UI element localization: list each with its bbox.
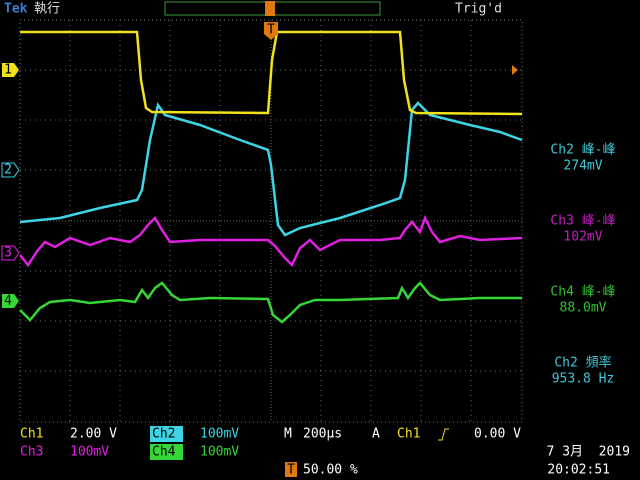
trigger-status: Trig'd <box>455 2 502 17</box>
measurement-value: 102mV <box>563 230 602 245</box>
ch3-waveform <box>19 214 523 268</box>
ch2-label: Ch2 <box>152 427 175 442</box>
run-state: 執行 <box>34 1 60 17</box>
ch1-marker <box>2 63 19 77</box>
ch1-label: Ch1 <box>20 427 43 442</box>
timebase-label: M <box>284 427 292 442</box>
trigger-source: Ch1 <box>397 427 420 442</box>
measurement-value: 88.0mV <box>560 301 607 316</box>
ch3-marker <box>1 245 20 261</box>
ch4-scale: 100mV <box>200 445 239 460</box>
ch4-label: Ch4 <box>152 445 176 460</box>
ch2-scale: 100mV <box>200 427 239 442</box>
ch2-marker <box>1 162 20 178</box>
trigger-marker-label: T <box>267 23 275 38</box>
trigger-position-top <box>265 1 275 16</box>
measurement-label: Ch3 峰-峰 <box>550 214 615 229</box>
ch4-waveform <box>19 281 522 324</box>
timebase-scale: 200µs <box>303 427 342 442</box>
trigger-mode: A <box>372 427 380 442</box>
trigger-level-value: 0.00 V <box>474 427 521 442</box>
ch4-marker-label: 4 <box>4 294 12 309</box>
ch2-label-box <box>150 426 183 442</box>
graticule <box>19 19 523 423</box>
trigger-position-icon-label: T <box>287 463 295 478</box>
trigger-position: 50.00 % <box>303 463 358 478</box>
ch2-waveform <box>19 101 523 237</box>
trigger-level <box>512 65 518 75</box>
trigger-position-icon <box>285 462 297 477</box>
measurement-value: 953.8 Hz <box>552 372 615 387</box>
trigger-marker <box>264 22 278 40</box>
time: 20:02:51 <box>547 463 610 478</box>
ch1-marker-label: 1 <box>4 63 12 78</box>
ch3-label: Ch3 <box>20 445 43 460</box>
measurement-label: Ch2 峰-峰 <box>550 143 615 158</box>
ch2-marker-label: 2 <box>4 163 12 178</box>
ch1-waveform <box>20 30 523 116</box>
ch1-scale: 2.00 V <box>70 427 117 442</box>
ch4-label-box <box>150 444 183 460</box>
date: 7 3月 2019 <box>547 445 630 460</box>
trigger-slope <box>438 428 449 441</box>
measurement-label: Ch2 頻率 <box>554 355 611 371</box>
ch3-marker-label: 3 <box>4 246 12 261</box>
brand: Tek <box>4 2 28 17</box>
measurement-label: Ch4 峰-峰 <box>550 285 615 300</box>
ch3-scale: 100mV <box>70 445 109 460</box>
ch4-marker <box>2 294 19 308</box>
measurement-value: 274mV <box>563 159 602 174</box>
